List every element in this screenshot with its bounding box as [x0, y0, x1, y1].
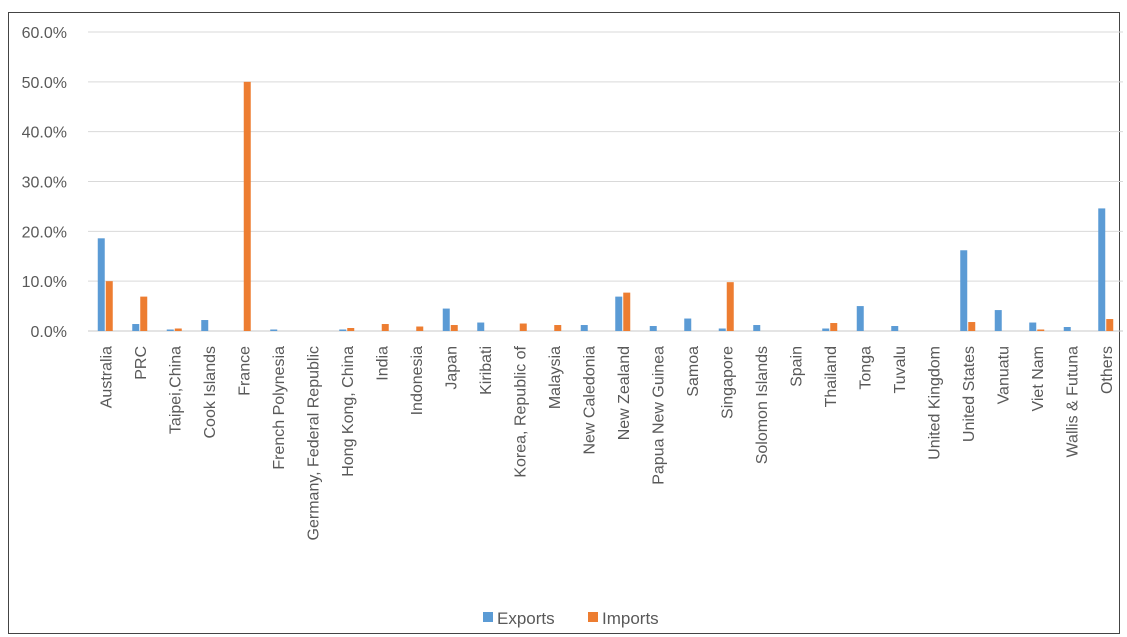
- legend-label-imports: Imports: [602, 609, 659, 628]
- gridlines: [88, 31, 1123, 332]
- x-category-label: United Kingdom: [926, 346, 943, 460]
- bar-imports-27: [1037, 329, 1045, 331]
- x-category-label: Singapore: [719, 346, 736, 419]
- x-category-label: Indonesia: [409, 346, 426, 415]
- x-category-label: Viet Nam: [1030, 346, 1047, 412]
- y-tick-label: 10.0%: [22, 274, 67, 291]
- bar-exports-25: [960, 250, 968, 331]
- bar-exports-17: [684, 318, 692, 331]
- bar-imports-18: [726, 282, 734, 331]
- x-category-label: Japan: [443, 346, 460, 390]
- bar-exports-26: [994, 310, 1002, 331]
- bar-exports-10: [442, 308, 450, 331]
- bar-exports-16: [649, 326, 657, 331]
- y-tick-label: 0.0%: [31, 324, 67, 341]
- x-axis-category-labels: Australia PRC Taipei,China Cook Islands Fran…: [98, 345, 1116, 540]
- x-category-label: Vanuatu: [995, 346, 1012, 404]
- bar-exports-18: [718, 328, 726, 331]
- legend: Exports Imports: [483, 609, 659, 628]
- bar-exports-21: [822, 328, 830, 331]
- y-tick-label: 40.0%: [22, 125, 67, 142]
- bar-exports-27: [1029, 322, 1037, 331]
- y-axis-ticks: 0.0% 10.0% 20.0% 30.0% 40.0% 50.0% 60.0%: [22, 25, 67, 341]
- x-category-label: Cook Islands: [202, 346, 219, 439]
- x-category-label: Hong Kong, China: [340, 346, 357, 477]
- bar-exports-29: [1098, 208, 1106, 331]
- bar-exports-22: [856, 306, 864, 331]
- x-category-label: Tuvalu: [892, 346, 909, 393]
- bar-imports-12: [519, 323, 527, 331]
- bar-imports-10: [450, 325, 458, 331]
- bar-imports-8: [381, 324, 389, 331]
- bar-exports-28: [1063, 327, 1071, 331]
- bar-exports-5: [270, 329, 278, 331]
- bar-exports-23: [891, 326, 899, 331]
- x-category-label: Papua New Guinea: [650, 346, 667, 485]
- x-category-label: Spain: [788, 346, 805, 387]
- x-category-label: PRC: [133, 346, 150, 380]
- x-category-label: Solomon Islands: [754, 346, 771, 464]
- x-category-label: Samoa: [685, 346, 702, 397]
- bar-exports-11: [477, 322, 485, 331]
- bar-exports-0: [97, 238, 105, 331]
- x-category-label: France: [236, 346, 253, 396]
- bar-exports-7: [339, 329, 347, 331]
- bar-imports-0: [105, 281, 113, 331]
- x-category-label: Germany, Federal Republic: [305, 346, 322, 540]
- bar-imports-15: [623, 292, 631, 331]
- chart-frame: [8, 12, 1120, 634]
- bar-imports-4: [243, 81, 251, 331]
- bar-imports-7: [347, 328, 355, 331]
- bar-exports-3: [201, 320, 209, 331]
- y-tick-label: 30.0%: [22, 175, 67, 192]
- bar-imports-2: [174, 328, 182, 331]
- x-category-label: Taipei,China: [167, 346, 184, 434]
- bar-imports-9: [416, 326, 424, 331]
- x-category-label: Kiribati: [478, 346, 495, 395]
- bar-exports-15: [615, 296, 623, 331]
- x-category-label: Australia: [98, 346, 115, 408]
- x-category-label: French Polynesia: [271, 346, 288, 470]
- legend-swatch-exports: [483, 612, 493, 622]
- bar-imports-29: [1106, 319, 1114, 331]
- bar-imports-13: [554, 325, 562, 331]
- x-category-label: United States: [961, 346, 978, 442]
- x-category-label: New Zealand: [616, 346, 633, 440]
- legend-swatch-imports: [588, 612, 598, 622]
- x-category-label: Wallis & Futuna: [1064, 346, 1081, 458]
- y-tick-label: 50.0%: [22, 75, 67, 92]
- bar-exports-2: [166, 329, 174, 331]
- x-category-label: Thailand: [823, 346, 840, 407]
- bar-exports-14: [580, 325, 588, 331]
- y-tick-label: 60.0%: [22, 25, 67, 42]
- bars: [97, 81, 1114, 331]
- x-category-label: New Caledonia: [581, 346, 598, 455]
- bar-imports-1: [140, 296, 148, 331]
- x-category-label: Tonga: [857, 346, 874, 390]
- bar-imports-25: [968, 322, 976, 331]
- legend-label-exports: Exports: [497, 609, 555, 628]
- x-category-label: Others: [1099, 346, 1116, 394]
- bar-imports-21: [830, 323, 838, 331]
- bar-exports-1: [132, 324, 140, 331]
- bar-exports-19: [753, 325, 761, 331]
- x-category-label: Malaysia: [547, 346, 564, 409]
- x-category-label: India: [374, 346, 391, 381]
- y-tick-label: 20.0%: [22, 224, 67, 241]
- x-category-label: Korea, Republic of: [512, 345, 529, 477]
